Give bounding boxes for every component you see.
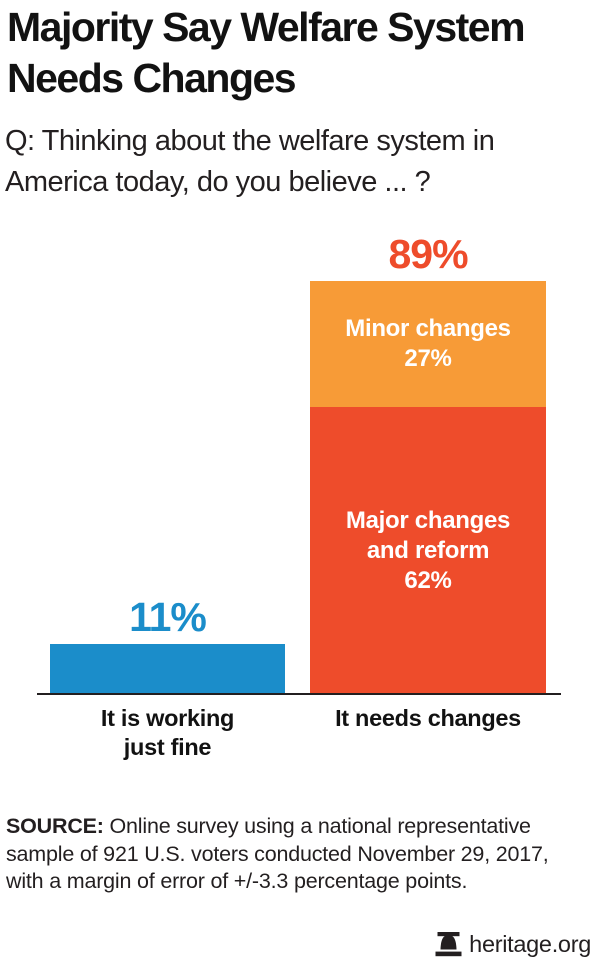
total-label-needs-changes: 89%: [388, 231, 468, 277]
segment-major-changes: Major changes and reform 62%: [310, 407, 546, 695]
segment-label-line: Minor changes: [345, 315, 511, 342]
total-label-working-fine: 11%: [129, 594, 207, 640]
segment-label-line: and reform: [366, 537, 490, 564]
x-axis-line: [37, 693, 561, 695]
source-note: SOURCE: Online survey using a national r…: [6, 813, 576, 896]
category-line: It needs changes: [335, 705, 521, 731]
source-text: Online survey using a national represent…: [6, 814, 549, 893]
footer: heritage.org: [435, 931, 591, 958]
source-label: SOURCE:: [6, 814, 104, 838]
survey-question: Q: Thinking about the welfare system in …: [5, 125, 495, 198]
segment-working-fine: [50, 644, 285, 695]
segment-label-line: Major changes: [345, 507, 511, 534]
category-line: It is working: [100, 705, 235, 731]
category-label-working-fine: It is working just fine: [50, 704, 285, 762]
category-line: just fine: [123, 734, 212, 760]
segment-value-label: 27%: [404, 345, 452, 372]
bar-needs-changes: Minor changes 27% Major changes and refo…: [310, 281, 546, 695]
brand-text: heritage.org: [469, 931, 591, 957]
bar-working-fine: [50, 644, 285, 695]
category-label-needs-changes: It needs changes: [310, 704, 546, 733]
segment-minor-changes: Minor changes 27%: [310, 281, 546, 407]
chart-title: Majority Say Welfare System Needs Change…: [7, 4, 526, 101]
liberty-bell-icon: [435, 932, 462, 957]
segment-value-label: 62%: [404, 567, 452, 594]
